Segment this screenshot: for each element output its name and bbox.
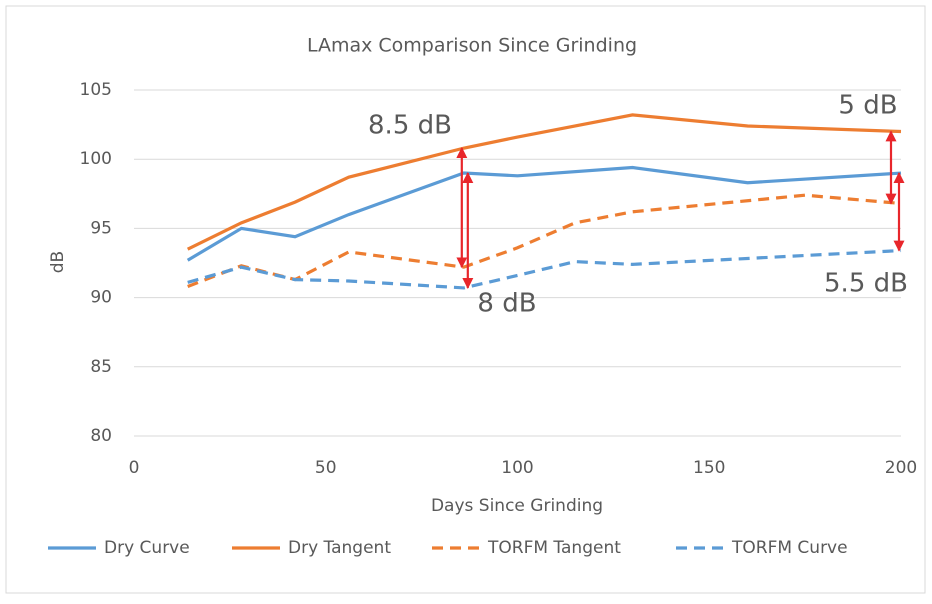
- chart-frame: [5, 5, 926, 594]
- x-tick-label: 200: [885, 458, 917, 478]
- y-tick-label: 85: [90, 357, 112, 377]
- annotation-label: 8 dB: [477, 289, 536, 319]
- x-axis-label: Days Since Grinding: [431, 496, 603, 516]
- y-tick-label: 90: [90, 288, 112, 308]
- annotation-label: 5.5 dB: [824, 269, 908, 299]
- y-tick-label: 80: [90, 426, 112, 446]
- annotation-label: 8.5 dB: [368, 111, 452, 141]
- annotation-label: 5 dB: [838, 91, 897, 121]
- x-tick-label: 100: [501, 458, 533, 478]
- legend-label: Dry Tangent: [288, 538, 391, 558]
- legend-label: TORFM Curve: [731, 538, 848, 558]
- legend-label: Dry Curve: [104, 538, 190, 558]
- y-axis-label: dB: [48, 251, 68, 273]
- chart-title: LAmax Comparison Since Grinding: [307, 35, 637, 57]
- y-tick-label: 105: [80, 80, 112, 100]
- y-tick-label: 95: [90, 218, 112, 238]
- x-tick-label: 50: [315, 458, 337, 478]
- legend-label: TORFM Tangent: [487, 538, 621, 558]
- y-tick-label: 100: [80, 149, 112, 169]
- x-tick-label: 150: [693, 458, 725, 478]
- x-tick-label: 0: [129, 458, 140, 478]
